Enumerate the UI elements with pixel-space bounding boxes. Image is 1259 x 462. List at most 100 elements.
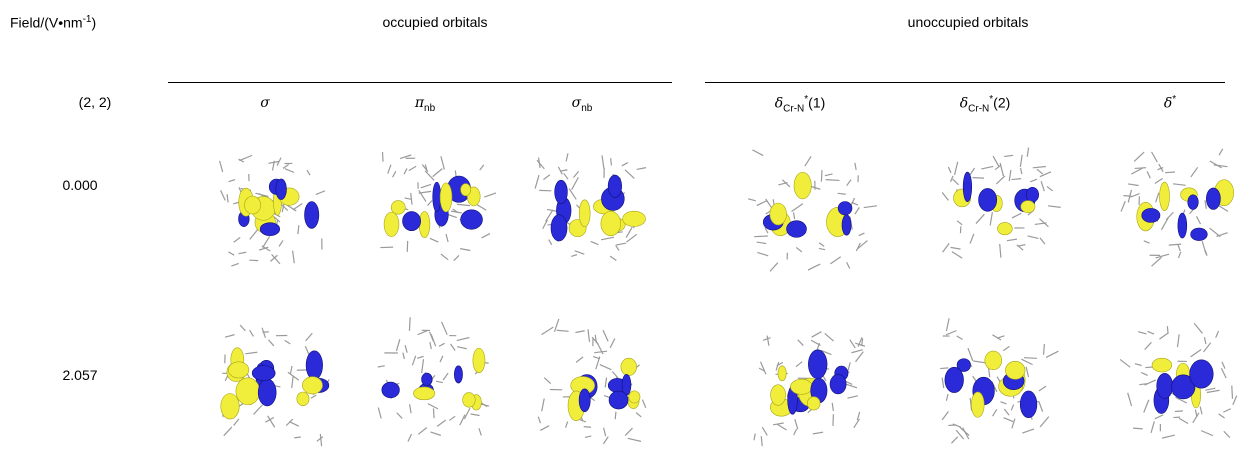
orbital-label: δCr-N*(1) — [775, 94, 826, 114]
bond — [1131, 167, 1144, 175]
bond — [753, 433, 756, 441]
bond — [245, 351, 258, 355]
bond — [762, 337, 771, 341]
orbital-image — [1120, 148, 1234, 267]
orbital-image — [219, 154, 326, 267]
bond — [1006, 238, 1018, 242]
orbital-lobe — [600, 211, 621, 237]
orbital-image — [380, 151, 497, 262]
orbital-lobe — [275, 178, 287, 200]
bond — [754, 235, 768, 238]
orbital-lobe — [235, 377, 261, 406]
bond — [956, 220, 963, 226]
bond — [1155, 253, 1170, 259]
bond — [1127, 392, 1133, 407]
bond — [758, 367, 765, 372]
bond — [545, 209, 554, 222]
bond — [238, 158, 245, 163]
bond — [436, 419, 447, 427]
bond — [609, 255, 617, 261]
bond — [772, 422, 784, 426]
orbital-lobe — [837, 201, 853, 216]
bond — [1168, 243, 1182, 246]
orbital-lobe — [786, 220, 807, 238]
orbital-symbol: δ — [774, 95, 784, 112]
orbital-lobe — [607, 174, 622, 198]
bond — [440, 156, 445, 170]
bond — [284, 339, 291, 345]
bond — [615, 242, 627, 246]
bond — [481, 233, 491, 239]
bond — [1231, 385, 1234, 399]
bond — [268, 339, 275, 347]
orbital-lobe — [841, 214, 852, 236]
bond — [1143, 399, 1150, 413]
orbital-suffix: (1) — [808, 94, 826, 111]
bond — [795, 361, 803, 368]
orbital-lobe — [978, 188, 998, 212]
bond — [756, 241, 767, 245]
orbital-superscript: * — [804, 94, 809, 105]
bond — [267, 415, 276, 428]
bond — [1022, 428, 1035, 434]
bond — [804, 155, 812, 167]
bond — [575, 330, 585, 334]
orbital-lobe — [608, 390, 629, 410]
group-rule — [168, 82, 672, 83]
orbital-lobe — [777, 365, 787, 382]
bond — [417, 355, 424, 359]
bond — [1045, 350, 1059, 358]
bond — [851, 349, 863, 354]
orbital-lobe — [1171, 374, 1196, 400]
bond — [1141, 371, 1148, 376]
bond — [1161, 434, 1175, 439]
orbital-image — [1119, 322, 1238, 439]
bond — [1218, 413, 1225, 419]
orbital-lobe — [1005, 361, 1026, 380]
bond — [1019, 154, 1023, 168]
orbital-lobe — [304, 201, 320, 229]
bond — [941, 377, 945, 389]
bond — [940, 367, 949, 370]
bond — [543, 174, 551, 181]
bond — [1130, 192, 1140, 198]
bond — [573, 170, 580, 178]
bond — [402, 352, 406, 360]
bond — [1144, 341, 1152, 351]
orbital-lobe — [806, 396, 821, 411]
bond — [445, 233, 449, 243]
bond — [377, 407, 382, 419]
bond — [270, 254, 278, 262]
orbital-lobe — [259, 222, 281, 236]
bond — [456, 336, 470, 342]
bond — [766, 335, 770, 346]
bond — [857, 240, 868, 250]
orbital-lobe — [1206, 187, 1221, 210]
orbital-lobe — [1187, 194, 1199, 210]
bond — [756, 200, 768, 207]
bond — [440, 253, 449, 261]
bond — [627, 437, 642, 442]
bond — [548, 239, 553, 246]
bond — [1199, 406, 1203, 415]
bond — [294, 436, 301, 439]
orbital-subscript: Cr-N — [968, 103, 990, 115]
bond — [1176, 334, 1180, 348]
orbital-lobe — [1159, 181, 1170, 212]
bond — [287, 371, 300, 381]
bond — [1206, 389, 1220, 394]
bond — [479, 164, 485, 171]
bond — [820, 170, 823, 182]
bond — [853, 418, 860, 429]
bond — [239, 324, 246, 332]
bond — [1174, 410, 1183, 413]
bond — [292, 250, 295, 264]
orbital-image — [534, 153, 647, 261]
bond — [592, 355, 601, 360]
orbital-lobe — [257, 378, 277, 407]
bond — [1217, 204, 1229, 212]
bond — [1232, 395, 1238, 406]
orbital-label: σnb — [572, 94, 593, 114]
bond — [1218, 148, 1224, 156]
bond — [807, 263, 821, 271]
